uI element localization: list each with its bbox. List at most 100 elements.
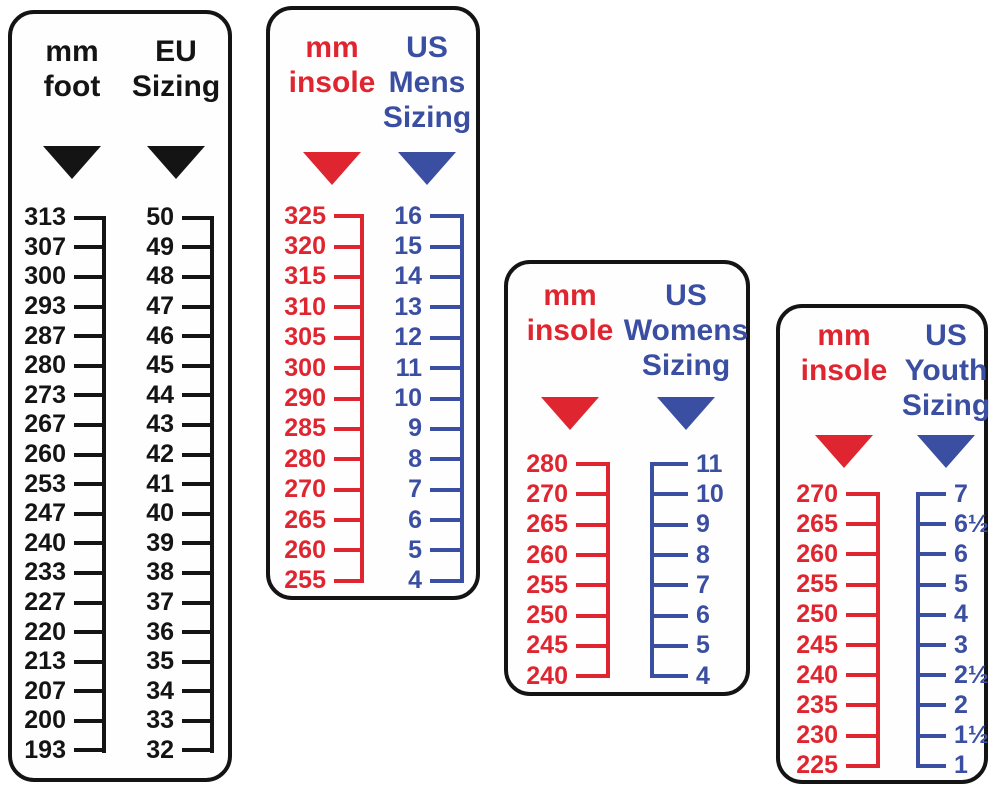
scale-row: 300	[280, 353, 364, 383]
mm-insole-us-mens-panel: mm insole 325 320 315 310 305 300 290 285…	[266, 6, 480, 600]
scale-line	[360, 214, 364, 583]
scale-row: 16	[382, 201, 464, 231]
scale-row: 43	[126, 410, 214, 440]
scale-value: 245	[796, 630, 838, 659]
scale-row: 4	[650, 661, 740, 691]
scale-value: 265	[284, 505, 326, 534]
tick-mark	[430, 487, 460, 492]
scale-value: 12	[394, 323, 422, 352]
scale-value: 2	[954, 690, 968, 719]
arrow-down-icon	[917, 435, 975, 468]
scale-row: 230	[792, 721, 880, 751]
arrow-down-icon	[657, 397, 715, 430]
tick-mark	[182, 718, 210, 723]
scale-row: 325	[280, 201, 364, 231]
scale-row: 3	[916, 630, 998, 660]
scale-value: 287	[24, 321, 66, 350]
scale-row: 200	[20, 706, 106, 736]
scale-row: 255	[792, 570, 880, 600]
scale-row: 44	[126, 381, 214, 411]
scale-row: 260	[522, 540, 610, 570]
tick-mark	[334, 274, 360, 279]
column-header: US Womens Sizing	[624, 278, 748, 383]
column-header-line: US	[925, 319, 967, 352]
scale-row: 9	[382, 414, 464, 444]
tick-mark	[846, 492, 876, 497]
scale-row: 260	[280, 535, 364, 565]
tick-mark	[920, 522, 946, 527]
tick-mark	[74, 393, 102, 398]
scale-column: 313 307 300 293 287 280 273 267 260 253 …	[20, 203, 106, 765]
scale-value: 253	[24, 469, 66, 498]
scale-line	[606, 462, 610, 679]
scale-value: 260	[284, 535, 326, 564]
column-header-line: Youth	[904, 354, 988, 387]
scale-row: 41	[126, 469, 214, 499]
scale-row: 265	[280, 505, 364, 535]
tick-mark	[920, 582, 946, 587]
scale-row: 8	[650, 540, 740, 570]
tick-mark	[576, 674, 606, 679]
tick-mark	[334, 518, 360, 523]
scale-value: 32	[146, 735, 174, 764]
tick-mark	[334, 396, 360, 401]
column-header-line: mm	[817, 319, 871, 352]
scale-value: 6	[696, 601, 710, 630]
scale-value: 273	[24, 380, 66, 409]
scale-row: 285	[280, 414, 364, 444]
scale-row: 8	[382, 444, 464, 474]
tick-mark	[182, 600, 210, 605]
scale-value: 280	[24, 351, 66, 380]
tick-mark	[74, 274, 102, 279]
scale-value: 45	[146, 351, 174, 380]
scale-row: 47	[126, 292, 214, 322]
scale-row: 10	[382, 383, 464, 413]
scale-value: 247	[24, 499, 66, 528]
scale-row: 250	[792, 600, 880, 630]
tick-mark	[74, 482, 102, 487]
scale-row: 5	[650, 631, 740, 661]
column-header: mm insole	[801, 318, 888, 388]
scale-row: 37	[126, 588, 214, 618]
scale-value: 2½	[954, 660, 989, 689]
scale-row: 225	[792, 751, 880, 781]
tick-mark	[74, 541, 102, 546]
tick-mark	[654, 522, 688, 527]
column-header: mm foot	[44, 34, 101, 104]
scale-value: 10	[696, 479, 724, 508]
scale-row: 300	[20, 262, 106, 292]
scale-row: 310	[280, 292, 364, 322]
column-header-line: Sizing	[131, 70, 221, 103]
tick-mark	[334, 214, 360, 219]
tick-mark	[920, 612, 946, 617]
scale-row: 6	[650, 600, 740, 630]
scale-value: 1½	[954, 721, 989, 750]
scale-row: 7	[916, 479, 998, 509]
scale-column: 270 265 260 255 250 245 240 235 230 225	[792, 479, 880, 781]
tick-mark	[920, 552, 946, 557]
scale-row: 48	[126, 262, 214, 292]
tick-mark	[74, 334, 102, 339]
tick-mark	[920, 673, 946, 678]
tick-mark	[430, 426, 460, 431]
scale-row: 240	[522, 661, 610, 691]
scale-value: 41	[146, 469, 174, 498]
scale-row: 6	[916, 539, 998, 569]
mm-insole-us-youth-panel: mm insole 270 265 260 255 250 245 240 235…	[776, 304, 990, 784]
scale-value: 7	[696, 570, 710, 599]
scale-row: 213	[20, 647, 106, 677]
scale-value: 7	[408, 475, 422, 504]
column-header-line: Womens	[623, 314, 749, 347]
scale-row: 235	[792, 690, 880, 720]
scale-value: 11	[395, 353, 422, 382]
scale-value: 7	[954, 479, 968, 508]
tick-mark	[654, 643, 688, 648]
scale-row: 240	[792, 660, 880, 690]
scale-value: 43	[146, 410, 174, 439]
column-header-line: Mens	[388, 66, 466, 99]
tick-mark	[74, 659, 102, 664]
scale-row: 35	[126, 647, 214, 677]
tick-mark	[334, 578, 360, 583]
column-header-line: foot	[43, 70, 101, 103]
scale-row: 11	[650, 449, 740, 479]
